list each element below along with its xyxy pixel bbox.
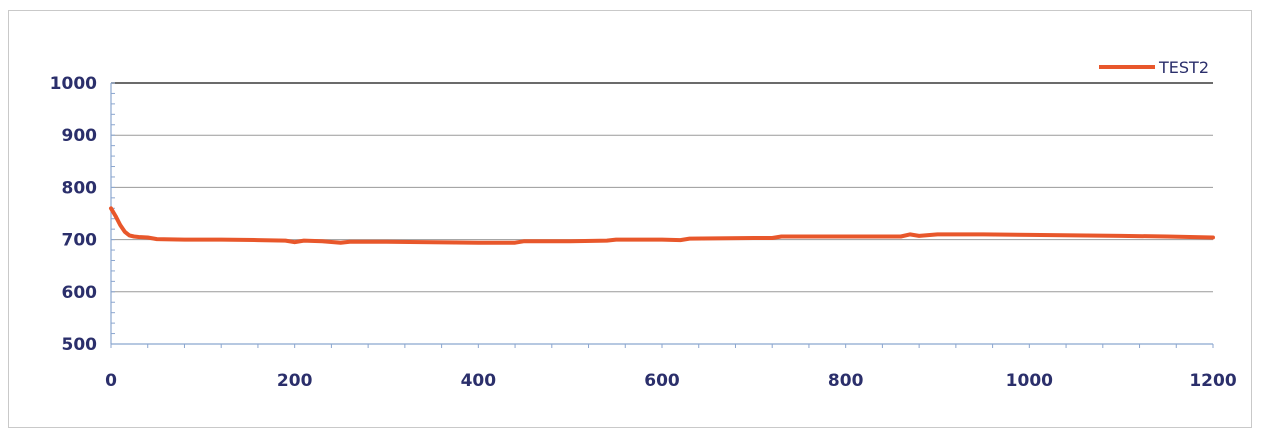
x-tick-label-0: 0 xyxy=(105,371,117,391)
legend-label-test2: TEST2 xyxy=(1158,58,1209,77)
y-tick-label-900: 900 xyxy=(62,126,98,146)
x-tick-label-1200: 1200 xyxy=(1189,371,1236,391)
chart-frame: 500 600 700 800 900 1000 0 200 400 600 800 1000 120… xyxy=(8,10,1252,428)
y-tick-labels: 500 600 700 800 900 1000 xyxy=(50,74,97,355)
y-tick-label-700: 700 xyxy=(62,231,98,251)
y-tick-label-600: 600 xyxy=(62,283,98,303)
y-tick-label-500: 500 xyxy=(62,335,98,355)
x-tick-label-800: 800 xyxy=(828,371,864,391)
y-tick-label-800: 800 xyxy=(62,178,98,198)
x-tick-label-200: 200 xyxy=(277,371,313,391)
axes xyxy=(110,82,1214,348)
x-tick-label-600: 600 xyxy=(644,371,680,391)
line-chart: 500 600 700 800 900 1000 0 200 400 600 800 1000 120… xyxy=(50,58,1237,391)
legend: TEST2 xyxy=(1099,58,1209,77)
series-line-test2 xyxy=(109,206,1215,245)
x-tick-label-400: 400 xyxy=(461,371,497,391)
grid-lines xyxy=(111,82,1213,293)
y-tick-label-1000: 1000 xyxy=(50,74,97,94)
x-tick-labels: 0 200 400 600 800 1000 1200 xyxy=(105,371,1237,391)
x-tick-label-1000: 1000 xyxy=(1006,371,1053,391)
series-group xyxy=(109,206,1215,245)
